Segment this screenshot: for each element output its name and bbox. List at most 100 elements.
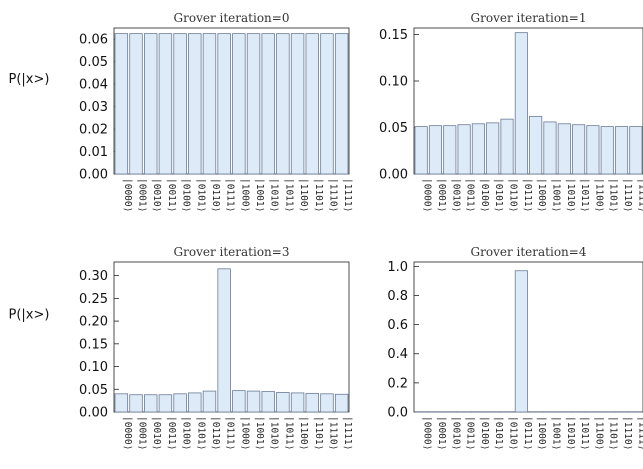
x-tick-label: |0011⟩ — [166, 416, 177, 450]
x-tick-label: |1101⟩ — [608, 416, 619, 450]
x-tick-label: |0101⟩ — [493, 178, 504, 212]
x-tick-label: |0111⟩ — [522, 416, 533, 450]
x-tick-label: |1011⟩ — [283, 416, 294, 450]
bar-15 — [334, 393, 349, 413]
bar-9 — [246, 390, 261, 413]
bar-15 — [629, 126, 643, 175]
y-axis-label: P(|x>) — [9, 72, 50, 87]
bar-5 — [188, 33, 202, 175]
x-tick-label: |1111⟩ — [636, 416, 643, 450]
x-tick-label: |0110⟩ — [508, 178, 519, 212]
x-tick-label: |1110⟩ — [622, 178, 633, 212]
bar-8 — [529, 115, 543, 175]
x-tick-label: |1001⟩ — [254, 178, 265, 212]
bar-11 — [276, 392, 290, 413]
x-tick-label: |0111⟩ — [225, 416, 236, 450]
x-tick-label: |0001⟩ — [137, 178, 148, 212]
panel-title: Grover iteration=0 — [174, 11, 290, 25]
x-tick-label: |0001⟩ — [436, 178, 447, 212]
plot-frame — [413, 27, 643, 175]
x-tick-label: |1000⟩ — [239, 416, 250, 450]
bar-2 — [144, 33, 158, 175]
x-tick-label: |0110⟩ — [210, 178, 221, 212]
panel-title: Grover iteration=1 — [471, 11, 587, 25]
y-tick-label: 0.05 — [79, 55, 108, 70]
x-tick-label: |0011⟩ — [465, 416, 476, 450]
panel-title: Grover iteration=4 — [471, 245, 587, 259]
x-tick-label: |1000⟩ — [239, 178, 250, 212]
y-tick-label: 0.20 — [79, 315, 108, 330]
x-tick-label: |1010⟩ — [269, 416, 280, 450]
x-tick-label: |0111⟩ — [522, 178, 533, 212]
y-tick-label: 0.06 — [79, 33, 108, 48]
bar-1 — [129, 394, 143, 413]
y-tick-label: 0.01 — [79, 145, 108, 160]
x-tick-label: |1001⟩ — [550, 416, 561, 450]
y-tick-label: 0.05 — [379, 121, 408, 136]
x-tick-label: |0010⟩ — [151, 178, 162, 212]
x-tick-label: |1110⟩ — [327, 416, 338, 450]
x-tick-label: |0000⟩ — [422, 178, 433, 212]
x-tick-label: |0011⟩ — [465, 178, 476, 212]
plot-frame — [113, 27, 350, 175]
x-tick-label: |0010⟩ — [450, 178, 461, 212]
bar-15 — [334, 33, 349, 175]
x-tick-label: |1011⟩ — [579, 178, 590, 212]
bar-13 — [600, 126, 614, 175]
bar-1 — [428, 125, 443, 175]
plot-frame — [413, 261, 643, 413]
bar-13 — [305, 33, 319, 175]
y-tick-label: 0.00 — [79, 168, 108, 183]
x-tick-label: |0101⟩ — [493, 416, 504, 450]
x-tick-label: |1110⟩ — [327, 178, 338, 212]
y-tick-label: 0.00 — [79, 406, 108, 421]
bar-8 — [232, 390, 246, 413]
panel-title: Grover iteration=3 — [174, 245, 290, 259]
bar-6 — [500, 118, 514, 175]
x-tick-label: |1101⟩ — [313, 178, 324, 212]
x-tick-label: |1100⟩ — [298, 416, 309, 450]
y-tick-label: 0.6 — [387, 318, 408, 333]
bar-3 — [457, 124, 471, 175]
y-tick-label: 0.25 — [79, 292, 108, 307]
x-tick-label: |1110⟩ — [622, 416, 633, 450]
x-tick-label: |1000⟩ — [536, 416, 547, 450]
y-tick-label: 0.15 — [379, 28, 408, 43]
bar-4 — [173, 33, 187, 175]
x-tick-label: |1001⟩ — [254, 416, 265, 450]
y-tick-label: 0.05 — [79, 383, 108, 398]
bar-8 — [232, 33, 246, 175]
x-tick-label: |0000⟩ — [422, 416, 433, 450]
x-tick-label: |0100⟩ — [479, 416, 490, 450]
x-tick-label: |1101⟩ — [608, 178, 619, 212]
y-tick-label: 0.10 — [379, 75, 408, 90]
x-tick-label: |1111⟩ — [636, 178, 643, 212]
y-tick-label: 0.02 — [79, 123, 108, 138]
y-tick-label: 0.8 — [387, 289, 408, 304]
x-tick-label: |1011⟩ — [283, 178, 294, 212]
y-tick-label: 0.2 — [387, 376, 408, 391]
bar-0 — [114, 33, 129, 175]
y-tick-label: 0.04 — [79, 78, 108, 93]
x-tick-label: |0100⟩ — [181, 178, 192, 212]
bar-7 — [217, 268, 231, 413]
x-tick-label: |0101⟩ — [195, 416, 206, 450]
bar-10 — [261, 391, 275, 413]
x-tick-label: |0000⟩ — [122, 416, 133, 450]
bar-3 — [158, 394, 173, 413]
x-tick-label: |0011⟩ — [166, 178, 177, 212]
bar-14 — [614, 126, 629, 175]
bar-12 — [586, 125, 600, 175]
x-tick-label: |0111⟩ — [225, 178, 236, 212]
bar-7 — [514, 270, 528, 413]
x-tick-label: |0000⟩ — [122, 178, 133, 212]
y-tick-label: 1.0 — [387, 260, 408, 275]
bar-1 — [129, 33, 143, 175]
x-tick-label: |1010⟩ — [565, 178, 576, 212]
bar-2 — [443, 125, 457, 175]
bar-10 — [557, 123, 571, 175]
x-tick-label: |0010⟩ — [151, 416, 162, 450]
bar-9 — [543, 121, 557, 175]
bar-4 — [173, 393, 187, 413]
